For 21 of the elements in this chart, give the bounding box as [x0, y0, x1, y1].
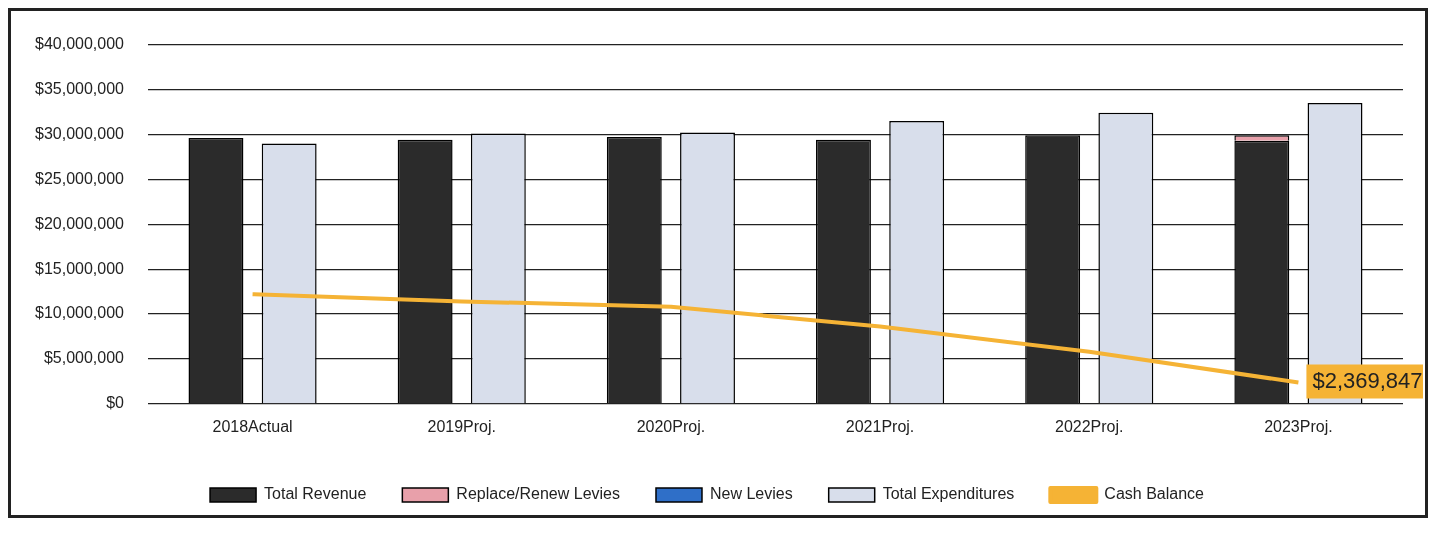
legend-label: Total Expenditures	[882, 485, 1015, 503]
y-tick-label: $25,000,000	[34, 169, 125, 187]
x-tick-label: 2023Proj.	[1264, 417, 1333, 435]
legend-label: New Levies	[709, 485, 793, 503]
legend-label: Cash Balance	[1104, 485, 1205, 503]
y-tick-label: $35,000,000	[34, 79, 125, 97]
x-tick-label: 2021Proj.	[845, 417, 915, 435]
y-tick-label: $15,000,000	[34, 259, 125, 277]
data-label: $2,369,847	[1312, 367, 1423, 393]
y-tick-label: $20,000,000	[34, 214, 125, 232]
x-tick-label: 2019Proj.	[427, 417, 496, 435]
legend-label: Replace/Renew Levies	[456, 485, 620, 503]
x-tick-label: 2022Proj.	[1054, 417, 1124, 435]
x-tick-label: 2020Proj.	[636, 417, 706, 435]
y-tick-label: $40,000,000	[34, 35, 125, 53]
y-tick-label: $10,000,000	[34, 304, 125, 322]
legend-label: Total Revenue	[264, 485, 367, 503]
y-tick-label: $0	[106, 394, 125, 412]
y-tick-label: $5,000,000	[43, 349, 125, 367]
y-tick-label: $30,000,000	[34, 124, 125, 142]
x-tick-label: 2018Actual	[212, 417, 293, 435]
